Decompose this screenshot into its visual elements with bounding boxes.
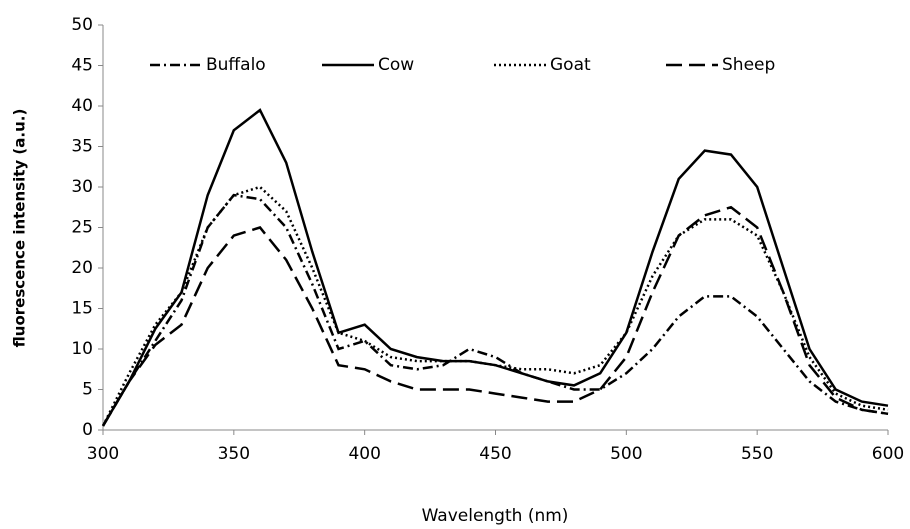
y-tick-label: 20 bbox=[71, 258, 93, 278]
legend-label: Cow bbox=[378, 55, 414, 75]
legend-label: Buffalo bbox=[206, 55, 266, 75]
y-tick-label: 35 bbox=[71, 137, 93, 157]
y-tick-label: 30 bbox=[71, 177, 93, 197]
y-tick-label: 25 bbox=[71, 218, 93, 238]
legend-label: Sheep bbox=[722, 55, 775, 75]
x-tick-label: 550 bbox=[741, 444, 773, 464]
x-tick-label: 450 bbox=[479, 444, 511, 464]
series-line bbox=[101, 185, 889, 427]
x-tick-label: 500 bbox=[610, 444, 642, 464]
y-tick-label: 5 bbox=[82, 380, 93, 400]
x-tick-label: 400 bbox=[348, 444, 380, 464]
series-line bbox=[101, 205, 889, 427]
y-tick-label: 50 bbox=[71, 15, 93, 35]
x-tick-label: 600 bbox=[872, 444, 904, 464]
y-tick-label: 45 bbox=[71, 56, 93, 76]
x-tick-label: 300 bbox=[87, 444, 119, 464]
y-tick-label: 10 bbox=[71, 339, 93, 359]
y-tick-label: 15 bbox=[71, 299, 93, 319]
y-tick-label: 0 bbox=[82, 420, 93, 440]
x-tick-label: 350 bbox=[218, 444, 250, 464]
y-axis-label: fluorescence intensity (a.u.) bbox=[11, 109, 29, 348]
legend-label: Goat bbox=[550, 55, 591, 75]
y-tick-label: 40 bbox=[71, 96, 93, 116]
series-line bbox=[101, 193, 889, 427]
x-axis-label: Wavelength (nm) bbox=[422, 506, 569, 526]
series-line bbox=[101, 108, 889, 427]
